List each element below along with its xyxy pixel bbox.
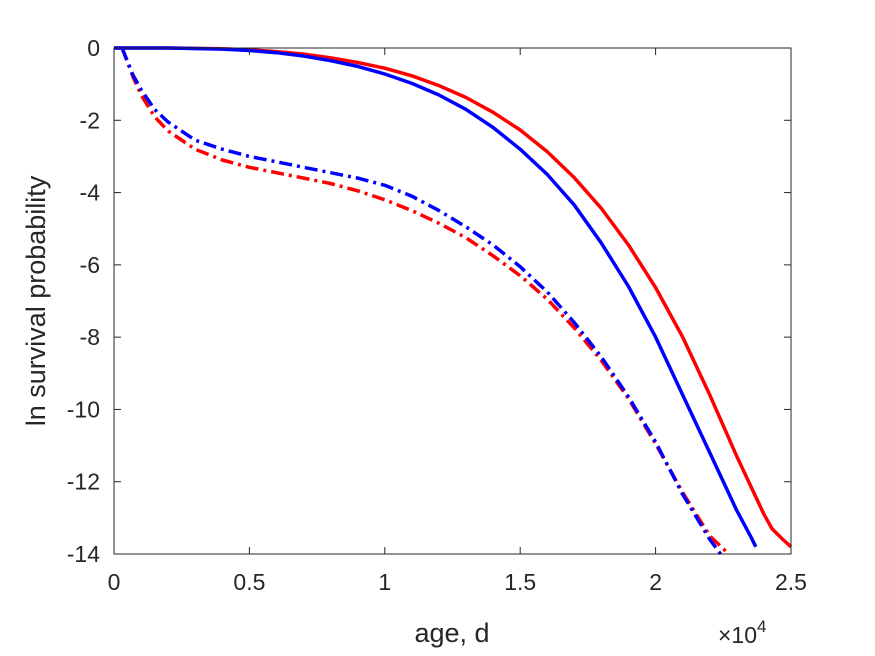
y-axis-label: ln survival probability — [21, 175, 51, 426]
multiplier-base: ×10 — [718, 622, 757, 648]
y-tick-label: -2 — [80, 107, 100, 133]
y-tick-label: -6 — [80, 252, 100, 278]
x-tick-label: 1 — [378, 569, 391, 595]
y-tick-label: -4 — [80, 180, 101, 206]
blue-dash-dot-curve — [120, 47, 723, 556]
x-axis-label: age, d — [414, 618, 489, 648]
x-tick-label: 0 — [108, 569, 121, 595]
y-axis-ticks: 0 -2 -4 -6 -8 -10 -12 -14 — [67, 35, 791, 567]
y-tick-label: -14 — [67, 541, 100, 567]
x-axis-multiplier: ×104 — [718, 617, 766, 648]
plot-curves — [114, 46, 793, 556]
blue-solid-curve — [114, 46, 758, 548]
x-axis-ticks: 0 0.5 1 1.5 2 2.5 — [108, 48, 807, 595]
y-tick-label: -12 — [67, 469, 100, 495]
x-tick-label: 2 — [649, 569, 662, 595]
multiplier-exponent: 4 — [757, 617, 766, 636]
x-tick-label: 2.5 — [775, 569, 807, 595]
x-tick-label: 0.5 — [233, 569, 265, 595]
y-tick-label: -8 — [80, 324, 100, 350]
y-tick-label: -10 — [67, 396, 100, 422]
red-dash-dot-curve — [120, 47, 730, 556]
plot-box — [113, 47, 792, 555]
x-tick-label: 1.5 — [504, 569, 536, 595]
y-tick-label: 0 — [87, 35, 100, 61]
red-solid-curve — [114, 46, 793, 549]
